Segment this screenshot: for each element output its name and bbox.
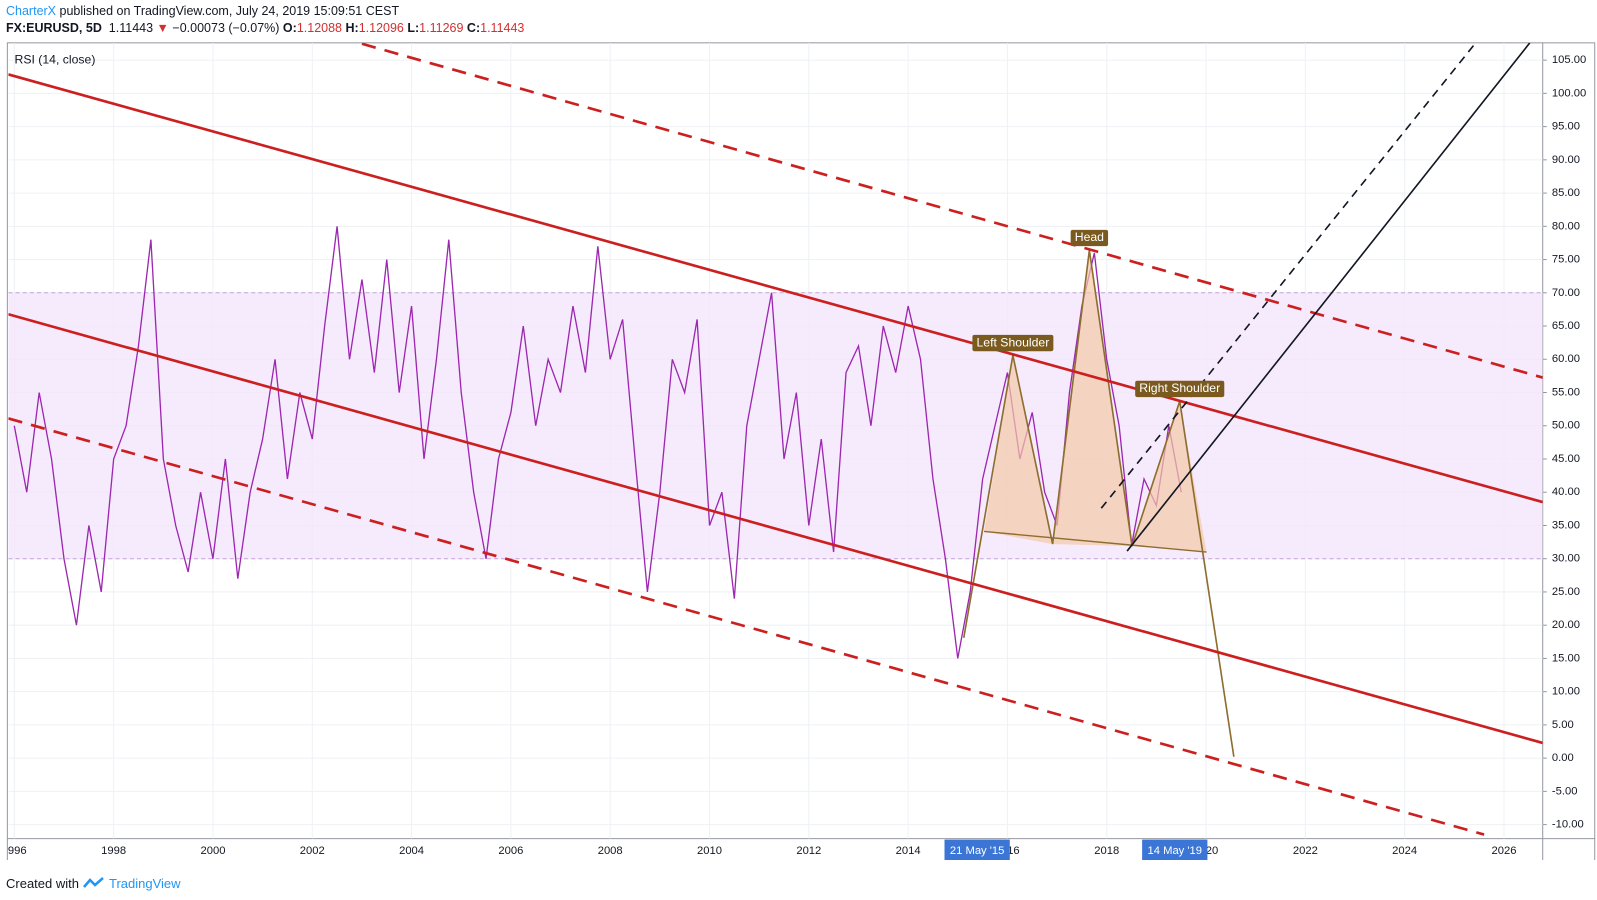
y-tick-label: 95.00 — [1552, 121, 1580, 133]
indicator-label: RSI (14, close) — [15, 52, 96, 66]
y-tick-label: -10.00 — [1552, 819, 1584, 831]
low: 1.11269 — [419, 21, 464, 35]
date-tag-label: 14 May '19 — [1148, 845, 1203, 857]
open-label: O: — [282, 21, 297, 35]
y-tick-label: 65.00 — [1552, 320, 1580, 332]
pattern-fill — [1132, 401, 1207, 553]
date-tag-label: 21 May '15 — [950, 845, 1005, 857]
rsi-band — [8, 292, 1543, 559]
y-tick-label: 20.00 — [1552, 619, 1580, 631]
dashed-trend-line — [361, 42, 1543, 379]
neckline — [984, 530, 1207, 553]
y-tick-label: 70.00 — [1552, 287, 1580, 299]
y-tick-label: 100.00 — [1552, 87, 1586, 99]
pattern-label: Left Shoulder — [977, 335, 1050, 349]
x-tick-label: 2018 — [1094, 845, 1119, 857]
rsi-line — [13, 226, 1182, 659]
close-label: C: — [466, 21, 481, 35]
x-tick-label: 2004 — [399, 845, 424, 857]
x-tick-label: 1998 — [101, 845, 126, 857]
change: −0.00073 (−0.07%) — [172, 21, 280, 35]
y-tick-label: 40.00 — [1552, 486, 1580, 498]
author[interactable]: CharterX — [6, 4, 57, 18]
y-tick-label: 5.00 — [1552, 719, 1574, 731]
symbol: FX:EURUSD, 5D — [6, 21, 102, 35]
footer: Created with TradingView — [6, 876, 181, 891]
pattern-fill — [1052, 250, 1133, 547]
y-tick-label: 80.00 — [1552, 220, 1580, 232]
x-tick-label: 2002 — [300, 845, 325, 857]
y-tick-label: 90.00 — [1552, 154, 1580, 166]
y-tick-label: 30.00 — [1552, 553, 1580, 565]
brand[interactable]: TradingView — [108, 876, 181, 891]
y-tick-label: 55.00 — [1552, 386, 1580, 398]
pattern-fill — [984, 355, 1053, 545]
y-tick-label: 45.00 — [1552, 453, 1580, 465]
published: published on TradingView.com, July 24, 2… — [56, 4, 400, 18]
trend-line — [1126, 42, 1531, 552]
arrow: ▼ — [156, 21, 169, 35]
y-tick-label: 15.00 — [1552, 652, 1580, 664]
x-tick-label: 2014 — [896, 845, 921, 857]
chart: Left Shoulder Head Right Shoulder 105.00 10… — [6, 42, 1596, 860]
trend-line — [8, 73, 1543, 504]
open: 1.12088 — [296, 21, 342, 35]
y-tick-label: 105.00 — [1552, 54, 1586, 66]
x-tick-label: 996 — [8, 845, 27, 857]
high-label: H: — [345, 21, 359, 35]
header-line-1: CharterX published on TradingView.com, J… — [6, 4, 399, 18]
pattern-label: Right Shoulder — [1139, 381, 1220, 395]
date-tag-box — [1142, 839, 1208, 860]
logo — [83, 877, 104, 888]
trend-line — [8, 312, 1543, 745]
date-tag-box — [944, 839, 1010, 860]
y-tick-label: -5.00 — [1552, 785, 1578, 797]
y-tick-label: 75.00 — [1552, 254, 1580, 266]
y-tick-label: 10.00 — [1552, 686, 1580, 698]
y-tick-label: 60.00 — [1552, 353, 1580, 365]
close: 1.11443 — [480, 21, 525, 35]
created-with: Created with — [6, 876, 79, 891]
x-tick-label: 2010 — [697, 845, 722, 857]
x-tick-label: 16 — [1007, 845, 1019, 857]
x-tick-label: 2024 — [1392, 845, 1417, 857]
x-tick-label: 2026 — [1491, 845, 1516, 857]
x-tick-label: 2012 — [796, 845, 821, 857]
header-line-2: FX:EURUSD, 5D 1.11443 ▼ −0.00073 (−0.07%… — [6, 21, 524, 35]
y-tick-label: 0.00 — [1552, 752, 1574, 764]
chart-frame — [6, 42, 1596, 860]
x-tick-label: 2008 — [598, 845, 623, 857]
pattern-label-box — [1135, 380, 1225, 398]
low-label: L: — [407, 21, 420, 35]
x-tick-label: 20 — [1206, 845, 1218, 857]
x-tick-label: 2022 — [1293, 845, 1318, 857]
x-tick-label: 2000 — [200, 845, 225, 857]
high: 1.12096 — [358, 21, 404, 35]
y-tick-label: 35.00 — [1552, 519, 1580, 531]
x-tick-label: 2006 — [498, 845, 523, 857]
dashed-trend-line — [8, 417, 1485, 836]
pattern-label: Head — [1075, 230, 1104, 244]
y-tick-label: 85.00 — [1552, 187, 1580, 199]
pattern-label-box — [1070, 229, 1109, 247]
pattern-label-box — [972, 334, 1054, 352]
y-tick-label: 50.00 — [1552, 420, 1580, 432]
y-tick-label: 25.00 — [1552, 586, 1580, 598]
last: 1.11443 — [108, 21, 154, 35]
